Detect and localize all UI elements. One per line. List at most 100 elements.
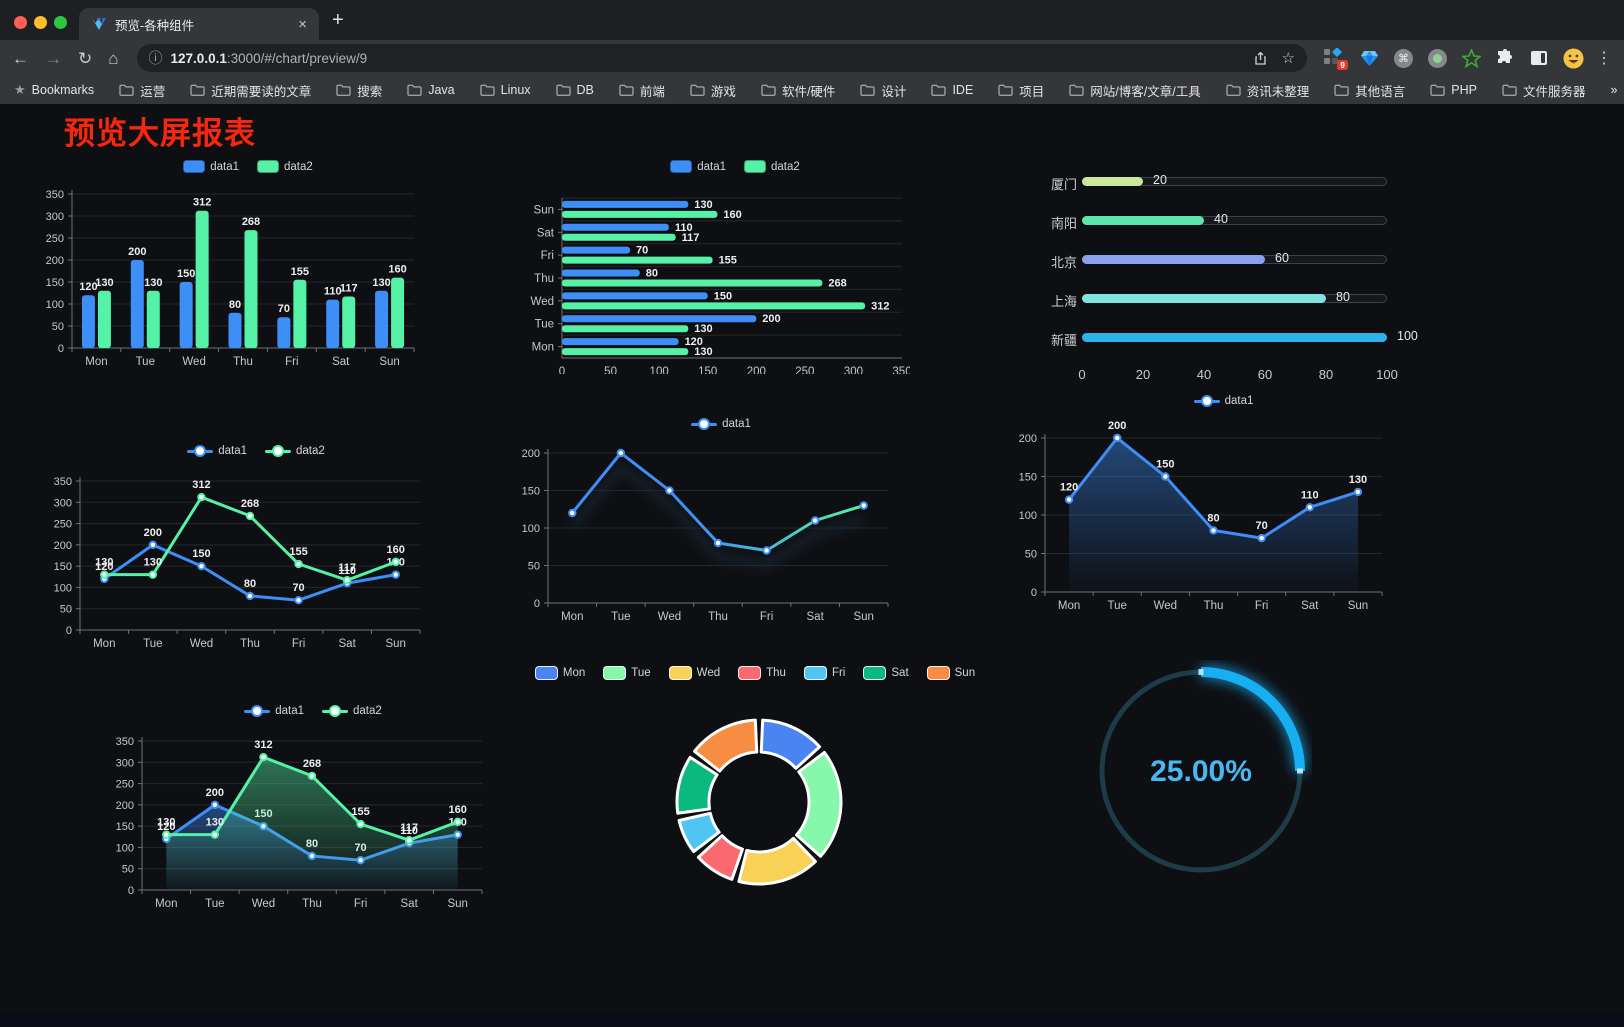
legend-item[interactable]: data2	[744, 160, 800, 173]
bookmarks-overflow-button[interactable]: »	[1610, 83, 1618, 97]
svg-text:200: 200	[144, 527, 162, 539]
bookmark-folder[interactable]: 近期需要读的文章	[190, 81, 311, 100]
progress-value: 80	[1336, 290, 1350, 304]
star-icon: ★	[14, 82, 26, 97]
home-icon[interactable]: ⌂	[108, 48, 119, 68]
progress-row: 新疆 100	[1000, 329, 1420, 348]
bookmark-folder[interactable]: 软件/硬件	[761, 81, 835, 100]
bookmark-folder[interactable]: 游戏	[690, 81, 736, 100]
new-tab-button[interactable]: +	[332, 9, 344, 31]
share-icon[interactable]	[1253, 51, 1268, 66]
legend-label: data1	[697, 160, 726, 173]
svg-text:Sat: Sat	[807, 611, 825, 623]
bookmark-folder[interactable]: 项目	[998, 81, 1044, 100]
bookmark-folder[interactable]: PHP	[1430, 83, 1477, 97]
bookmark-folder[interactable]: 搜索	[336, 81, 382, 100]
legend-swatch	[668, 666, 692, 680]
folder-icon	[1502, 84, 1517, 96]
legend-label: Sun	[954, 667, 976, 679]
recorder-extension-icon[interactable]	[1428, 48, 1447, 68]
chart-legend: data1 data2	[48, 160, 448, 173]
svg-text:150: 150	[46, 277, 64, 289]
bookmark-folder[interactable]: 文件服务器	[1502, 81, 1585, 100]
legend-item[interactable]: Mon	[534, 666, 585, 680]
chart-legend: data1	[511, 418, 931, 430]
site-info-icon[interactable]: ⓘ	[148, 50, 163, 66]
legend-swatch	[183, 160, 206, 173]
back-icon[interactable]: ←	[12, 48, 29, 68]
svg-text:110: 110	[324, 286, 342, 298]
legend-item[interactable]: data1	[244, 705, 304, 717]
legend-item[interactable]: data2	[322, 705, 382, 717]
legend-item[interactable]: Wed	[668, 666, 720, 680]
bookmarks-bar: ★ Bookmarks 运营 近期需要读的文章 搜索 Java Linux DB …	[0, 76, 1624, 104]
extension-grid-icon[interactable]: 9	[1323, 47, 1348, 70]
legend-item[interactable]: data2	[265, 445, 325, 457]
side-panel-icon[interactable]	[1530, 50, 1548, 66]
legend-item[interactable]: data1	[691, 418, 751, 430]
legend-swatch	[803, 666, 827, 680]
legend-item[interactable]: data1	[183, 160, 239, 173]
bookmark-folder[interactable]: 资讯未整理	[1226, 81, 1309, 100]
bookmark-star-icon[interactable]: ☆	[1281, 50, 1295, 67]
folder-icon	[336, 84, 351, 96]
progress-fill	[1082, 177, 1143, 186]
svg-text:Fri: Fri	[541, 250, 554, 262]
svg-text:150: 150	[116, 821, 134, 833]
svg-text:200: 200	[522, 448, 540, 460]
browser-tab[interactable]: 预览-各种组件 ×	[79, 8, 319, 40]
legend-item[interactable]: data2	[257, 160, 313, 173]
command-extension-icon[interactable]: ⌘	[1394, 48, 1413, 68]
bookmark-folder[interactable]: 前端	[619, 81, 665, 100]
gem-icon[interactable]	[1360, 50, 1379, 67]
bookmark-folder[interactable]: 其他语言	[1334, 81, 1405, 100]
window-maximize-button[interactable]	[54, 16, 67, 29]
bookmark-folder[interactable]: DB	[555, 83, 594, 97]
bookmarks-manager-item[interactable]: ★ Bookmarks	[14, 82, 95, 97]
svg-text:Wed: Wed	[658, 611, 681, 623]
legend-item[interactable]: Thu	[738, 666, 786, 680]
svg-text:250: 250	[116, 779, 134, 791]
legend-swatch	[257, 160, 279, 173]
progress-label: 上海	[1050, 294, 1077, 309]
svg-text:Fri: Fri	[292, 638, 305, 650]
bookmark-folder[interactable]: 网站/博客/文章/工具	[1069, 81, 1201, 100]
forward-icon[interactable]: →	[45, 48, 62, 68]
bookmark-folder[interactable]: 设计	[860, 81, 906, 100]
legend-item[interactable]: Sun	[926, 666, 976, 680]
svg-text:0: 0	[58, 343, 64, 355]
progress-axis-tick: 80	[1318, 367, 1334, 382]
window-close-button[interactable]	[14, 16, 27, 29]
puzzle-extensions-icon[interactable]	[1496, 48, 1515, 68]
progress-label: 南阳	[1050, 216, 1077, 231]
svg-text:Sat: Sat	[537, 227, 555, 239]
legend-item[interactable]: data1	[1193, 395, 1253, 407]
svg-text:268: 268	[828, 278, 846, 290]
bookmark-folder[interactable]: IDE	[931, 83, 973, 97]
legend-item[interactable]: data1	[187, 445, 247, 457]
legend-item[interactable]: Tue	[603, 666, 651, 680]
emoji-extension-icon[interactable]	[1563, 48, 1584, 69]
url-path: :3000/#/chart/preview/9	[226, 50, 368, 66]
bookmark-folder[interactable]: 运营	[119, 81, 165, 100]
browser-menu-icon[interactable]: ⋮	[1596, 50, 1612, 67]
svg-text:Fri: Fri	[760, 611, 773, 623]
svg-text:160: 160	[387, 544, 405, 556]
window-minimize-button[interactable]	[34, 16, 47, 29]
tab-close-icon[interactable]: ×	[298, 15, 307, 33]
legend-item[interactable]: Fri	[803, 666, 845, 680]
svg-text:312: 312	[871, 300, 889, 312]
green-star-icon[interactable]	[1462, 48, 1481, 68]
legend-item[interactable]: data1	[670, 160, 726, 173]
reload-icon[interactable]: ↻	[78, 48, 93, 68]
progress-axis-tick: 40	[1196, 367, 1212, 382]
bookmark-folder[interactable]: Linux	[479, 83, 531, 97]
folder-icon	[555, 84, 571, 96]
legend-label: Sat	[891, 667, 909, 679]
bookmark-folder[interactable]: Java	[407, 83, 455, 97]
svg-text:50: 50	[528, 561, 540, 573]
address-bar[interactable]: ⓘ 127.0.0.1:3000/#/chart/preview/9 ☆	[136, 44, 1307, 72]
svg-text:70: 70	[292, 582, 304, 594]
svg-text:130: 130	[95, 277, 113, 289]
legend-item[interactable]: Sat	[863, 666, 909, 680]
